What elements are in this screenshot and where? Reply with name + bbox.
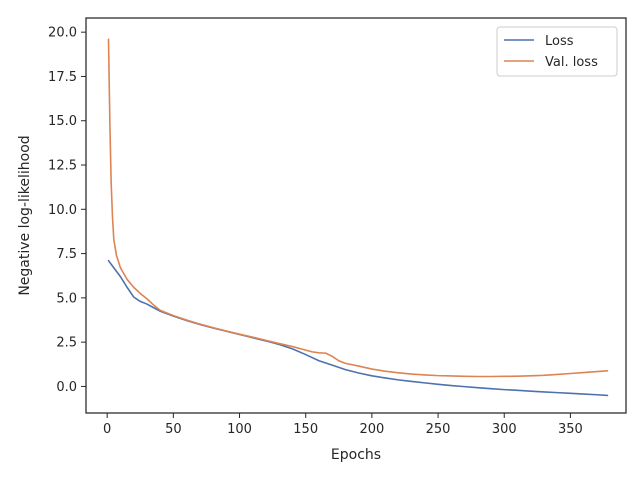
x-axis-ticks: 0 50 100 150 200 250 300 350	[103, 413, 583, 437]
x-tick-label: 200	[359, 422, 384, 437]
plot-frame	[85, 17, 627, 414]
y-tick-label: 2.5	[56, 336, 77, 351]
x-tick-label: 100	[227, 422, 252, 437]
y-axis-label: Negative log-likelihood	[17, 135, 33, 295]
series-line-loss	[107, 259, 609, 397]
y-tick-label: 10.0	[48, 203, 77, 218]
legend-label: Val. loss	[545, 55, 598, 70]
y-tick-label: 7.5	[56, 247, 77, 262]
x-tick-label: 300	[492, 422, 517, 437]
y-tick-label: 12.5	[48, 159, 77, 174]
x-tick-label: 0	[103, 422, 111, 437]
y-axis-ticks: 0.0 2.5 5.0 7.5 10.0 12.5 15.0 17.5 20.0	[48, 26, 86, 395]
x-tick-label: 350	[558, 422, 583, 437]
series-layer	[107, 38, 609, 397]
x-axis-label: Epochs	[331, 447, 381, 463]
x-tick-label: 50	[165, 422, 182, 437]
y-tick-label: 20.0	[48, 26, 77, 41]
x-tick-label: 150	[293, 422, 318, 437]
legend-label: Loss	[545, 34, 574, 49]
series-line-val-loss	[107, 38, 609, 378]
y-tick-label: 5.0	[56, 291, 77, 306]
y-tick-label: 15.0	[48, 114, 77, 129]
legend: Loss Val. loss	[496, 26, 618, 77]
x-tick-label: 250	[426, 422, 451, 437]
y-tick-label: 0.0	[56, 380, 77, 395]
y-tick-label: 17.5	[48, 70, 77, 85]
